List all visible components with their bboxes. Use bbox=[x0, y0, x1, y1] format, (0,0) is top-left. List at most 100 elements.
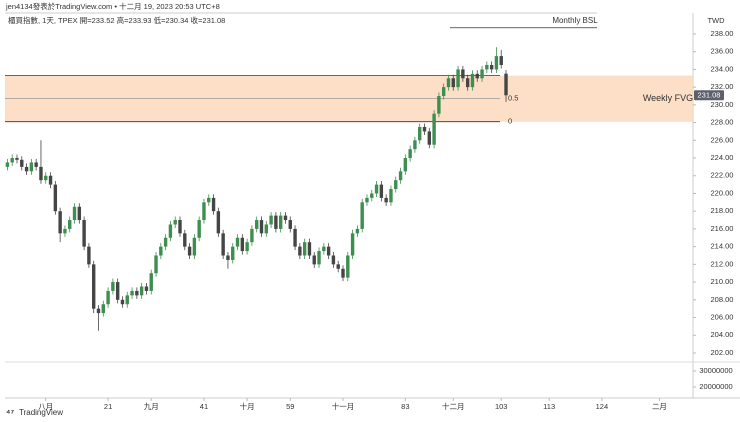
candle-body bbox=[264, 224, 268, 234]
y-tick-label: 228.00 bbox=[711, 118, 734, 127]
candle-body bbox=[389, 189, 393, 203]
candle-body bbox=[446, 78, 451, 88]
candle-body bbox=[465, 78, 470, 88]
ohlc-label: 高= bbox=[117, 15, 129, 25]
candle-body bbox=[370, 193, 374, 198]
candle-body bbox=[494, 56, 499, 70]
candle-body bbox=[82, 220, 86, 247]
candle-body bbox=[355, 228, 360, 234]
y-tick-label: 216.00 bbox=[711, 224, 734, 233]
candle-body bbox=[374, 184, 379, 194]
candle-body bbox=[403, 158, 408, 172]
candle-body bbox=[192, 237, 197, 256]
candle-body bbox=[226, 255, 230, 260]
candle-body bbox=[159, 246, 163, 256]
candle-body bbox=[173, 220, 177, 225]
y-tick-label: 214.00 bbox=[711, 242, 734, 251]
x-tick-label: 21 bbox=[104, 402, 112, 411]
candle-body bbox=[197, 220, 201, 238]
y-tick-label: 224.00 bbox=[711, 153, 734, 162]
x-tick-label: 十二月 bbox=[442, 401, 465, 411]
candle-body bbox=[221, 233, 225, 256]
y-tick-label: 234.00 bbox=[711, 64, 734, 73]
x-tick-label: 103 bbox=[495, 402, 508, 411]
candle-body bbox=[120, 299, 125, 305]
y-tick-label: 238.00 bbox=[711, 29, 734, 38]
candle-body bbox=[283, 215, 288, 221]
candle-body bbox=[53, 184, 58, 212]
candle-body bbox=[288, 220, 292, 229]
candle-body bbox=[34, 162, 38, 167]
ohlc-value: 233.52 bbox=[92, 16, 115, 25]
last-price-tag bbox=[694, 90, 724, 101]
candle-body bbox=[317, 251, 321, 265]
y-tick-label: 230.00 bbox=[711, 100, 734, 109]
x-tick-label: 八月 bbox=[38, 402, 53, 411]
candle-body bbox=[144, 286, 149, 291]
candle-body bbox=[413, 140, 417, 150]
candle-body bbox=[298, 246, 302, 256]
ohlc-value: 230.34 bbox=[165, 16, 188, 25]
candle-body bbox=[63, 228, 67, 234]
candle-body bbox=[461, 69, 465, 79]
y-tick-label: 232.00 bbox=[711, 82, 734, 91]
candle-body bbox=[293, 228, 297, 247]
y-tick-label: 202.00 bbox=[711, 348, 734, 357]
candle-body bbox=[255, 220, 259, 229]
fvg-level-label: 0 bbox=[508, 117, 512, 126]
y-tick-label: 236.00 bbox=[711, 47, 734, 56]
ohlc-label: 開= bbox=[80, 16, 92, 25]
x-tick-label: 124 bbox=[596, 402, 609, 411]
candle-body bbox=[168, 224, 173, 238]
y-tick-label: 208.00 bbox=[711, 295, 734, 304]
candle-body bbox=[326, 246, 331, 256]
ohlc-label: 低= bbox=[154, 15, 166, 25]
candle-body bbox=[101, 304, 105, 314]
candle-body bbox=[322, 246, 326, 252]
x-tick-label: 59 bbox=[286, 402, 294, 411]
candle-body bbox=[427, 131, 432, 145]
candle-body bbox=[456, 69, 460, 88]
candle-body bbox=[346, 255, 350, 278]
candle-body bbox=[15, 158, 19, 160]
last-price-label: 231.08 bbox=[698, 90, 721, 99]
candle-body bbox=[87, 246, 91, 265]
candle-body bbox=[451, 78, 455, 88]
candle-body bbox=[24, 166, 29, 172]
symbol-line: 櫃買指數, 1天, TPEX 開=233.52 高=233.93 低=230.3… bbox=[8, 15, 225, 25]
fvg-label: Weekly FVG bbox=[643, 93, 693, 103]
candle-body bbox=[44, 175, 48, 181]
candle-body bbox=[250, 228, 254, 243]
candle-body bbox=[5, 162, 10, 167]
candle-body bbox=[408, 149, 412, 159]
ohlc-value: 233.93 bbox=[129, 16, 152, 25]
ohlc-label: 收= bbox=[191, 15, 203, 25]
candle-body bbox=[10, 158, 14, 163]
candle-body bbox=[149, 273, 153, 291]
candle-body bbox=[437, 95, 441, 114]
candle-body bbox=[202, 202, 206, 221]
candle-body bbox=[489, 64, 494, 70]
candle-body bbox=[432, 113, 436, 145]
candle-body bbox=[106, 290, 110, 305]
candle-body bbox=[504, 73, 508, 96]
candle-body bbox=[475, 73, 479, 79]
candle-body bbox=[350, 233, 355, 256]
y-tick-label: 218.00 bbox=[711, 206, 734, 215]
candle-body bbox=[379, 184, 384, 198]
x-tick-label: 十月 bbox=[240, 401, 255, 411]
y2-tick-label: 30000000 bbox=[699, 366, 732, 375]
candle-body bbox=[302, 242, 307, 256]
candle-body bbox=[240, 237, 245, 252]
candle-body bbox=[139, 286, 144, 296]
candle-body bbox=[231, 246, 235, 260]
candle-body bbox=[336, 264, 340, 269]
candle-body bbox=[360, 202, 364, 229]
candle-body bbox=[384, 197, 388, 203]
candle-body bbox=[235, 237, 240, 247]
candle-body bbox=[269, 215, 273, 225]
candle-body bbox=[29, 162, 34, 172]
y-tick-label: 210.00 bbox=[711, 277, 734, 286]
candle-body bbox=[91, 264, 96, 309]
